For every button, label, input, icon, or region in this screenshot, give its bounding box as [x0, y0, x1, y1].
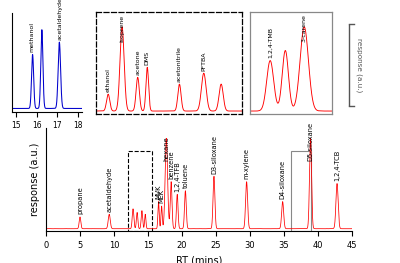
Bar: [291, 151, 310, 231]
Text: 3-carene: 3-carene: [302, 14, 307, 42]
Text: methanol: methanol: [29, 22, 34, 52]
Y-axis label: response (a.u.): response (a.u.): [30, 143, 40, 216]
Text: hexane: hexane: [163, 136, 169, 161]
Text: ethanol: ethanol: [106, 68, 111, 92]
X-axis label: RT (mins): RT (mins): [176, 256, 222, 263]
Text: 1,2,4-TCB: 1,2,4-TCB: [334, 150, 340, 181]
Text: MEK: MEK: [158, 189, 165, 204]
Text: 1,2,4-TMB: 1,2,4-TMB: [268, 27, 273, 58]
Text: D5-siloxane: D5-siloxane: [308, 122, 314, 161]
Text: acetone: acetone: [135, 49, 140, 75]
Text: MVK: MVK: [156, 185, 162, 199]
Text: toluene: toluene: [182, 163, 188, 188]
Text: acetaldehyde: acetaldehyde: [58, 0, 63, 40]
Text: acetonitrile: acetonitrile: [177, 46, 182, 82]
Text: 1,2,4-TFB: 1,2,4-TFB: [174, 161, 180, 192]
Text: propane: propane: [77, 186, 83, 214]
Text: isoprene: isoprene: [120, 15, 124, 42]
Text: D3-siloxane: D3-siloxane: [211, 135, 217, 174]
Text: DMS: DMS: [145, 51, 150, 65]
Bar: [128, 151, 152, 231]
Text: acetaldehyde: acetaldehyde: [106, 166, 112, 211]
Text: response (a.u.): response (a.u.): [356, 38, 362, 92]
Text: m-xylene: m-xylene: [244, 148, 250, 179]
Text: benzene: benzene: [168, 150, 174, 179]
Text: D4-siloxane: D4-siloxane: [280, 160, 286, 199]
Text: PFTBA: PFTBA: [201, 51, 206, 71]
